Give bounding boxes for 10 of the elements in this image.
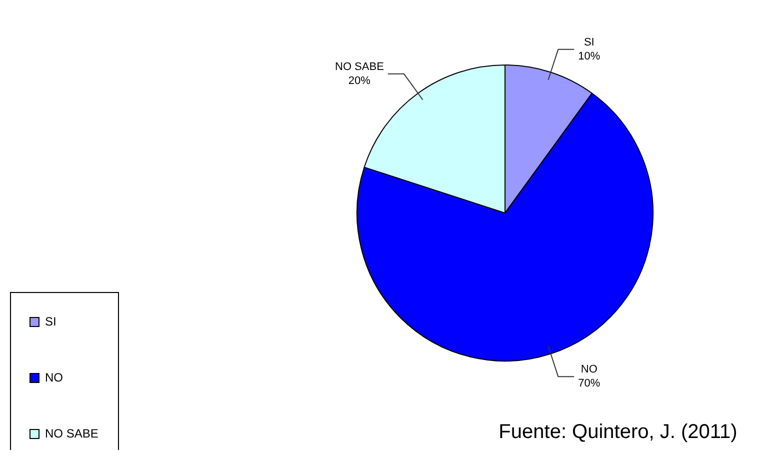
slice-label: NO SABE: [334, 60, 384, 73]
slice-label: NO: [580, 364, 598, 376]
data-label: 20%: [348, 74, 371, 87]
source-note: Fuente: Quintero, J. (2011): [498, 421, 738, 443]
legend-label: NO: [45, 370, 63, 384]
legend-label: NO SABE: [45, 426, 98, 440]
data-label: 70%: [578, 378, 600, 390]
data-label: 10%: [578, 50, 600, 62]
slice-label: SI: [584, 36, 594, 48]
legend-label: SI: [45, 314, 56, 328]
